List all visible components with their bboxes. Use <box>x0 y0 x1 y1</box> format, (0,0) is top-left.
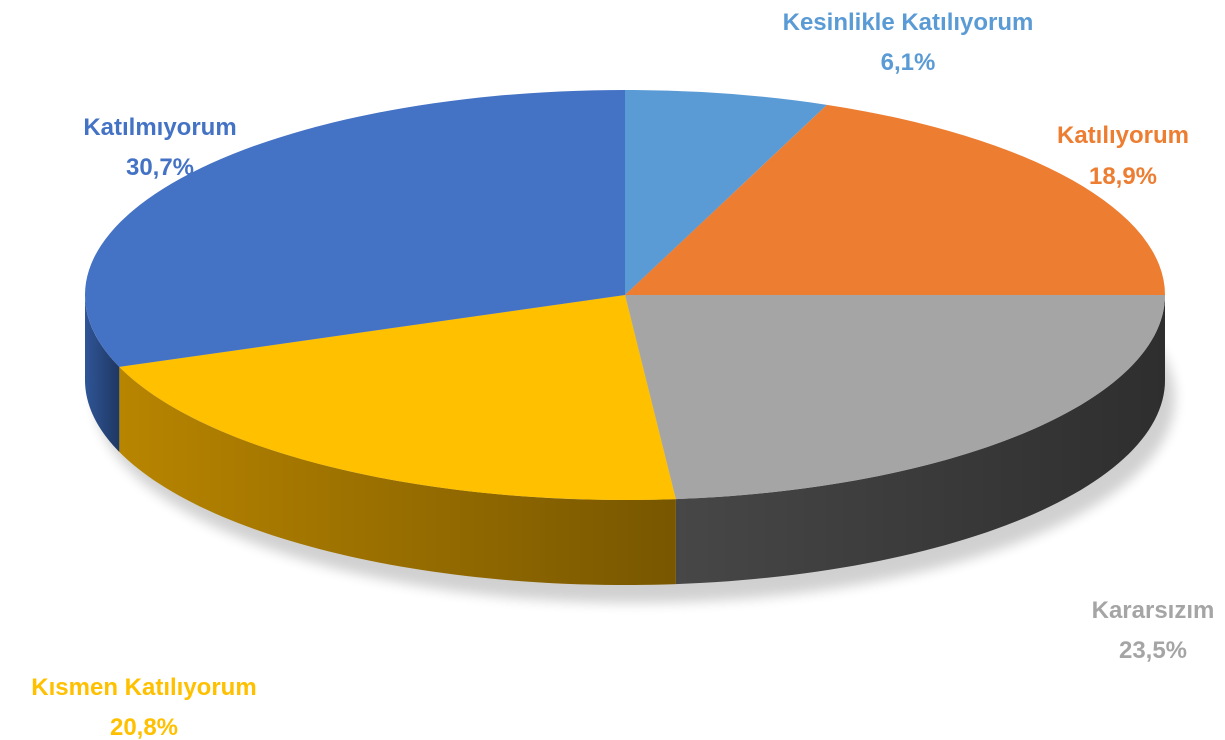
slice-kismen-katiliyorum <box>119 295 676 500</box>
slice-side-kararsizim <box>675 295 1165 585</box>
pie-side-walls <box>85 295 1165 585</box>
slice-side-katilmiyorum <box>85 295 120 452</box>
slice-kararsizim <box>625 295 1165 500</box>
slice-kesinlikle-katiliyorum <box>625 90 827 295</box>
slice-katilmiyorum <box>84 90 625 367</box>
slice-label-name: Kararsızım <box>1092 597 1215 624</box>
slice-katiliyorum <box>625 104 1165 296</box>
slice-label-name: Kısmen Katılıyorum <box>31 674 256 701</box>
slice-label-name: Katılıyorum <box>1057 122 1189 149</box>
label-katilmiyorum: Katılmıyorum 30,7% <box>83 114 236 181</box>
label-kararsizim: Kararsızım 23,5% <box>1092 597 1215 664</box>
slice-label-value: 6,1% <box>881 49 936 76</box>
slice-label-value: 20,8% <box>110 714 178 740</box>
label-kesinlikle-katiliyorum: Kesinlikle Katılıyorum 6,1% <box>783 9 1034 76</box>
slice-side-kismen-katiliyorum <box>119 366 676 585</box>
slice-label-value: 23,5% <box>1119 637 1187 664</box>
slice-label-value: 30,7% <box>126 154 194 181</box>
slice-label-name: Katılmıyorum <box>83 114 236 141</box>
pie-top-faces <box>84 90 1165 500</box>
slice-labels: Kesinlikle Katılıyorum 6,1% Katılıyorum 18,… <box>31 9 1214 740</box>
slice-label-value: 18,9% <box>1089 163 1157 190</box>
label-kismen-katiliyorum: Kısmen Katılıyorum 20,8% <box>31 674 256 740</box>
slice-label-name: Kesinlikle Katılıyorum <box>783 9 1034 36</box>
label-katiliyorum: Katılıyorum 18,9% <box>1057 122 1189 190</box>
